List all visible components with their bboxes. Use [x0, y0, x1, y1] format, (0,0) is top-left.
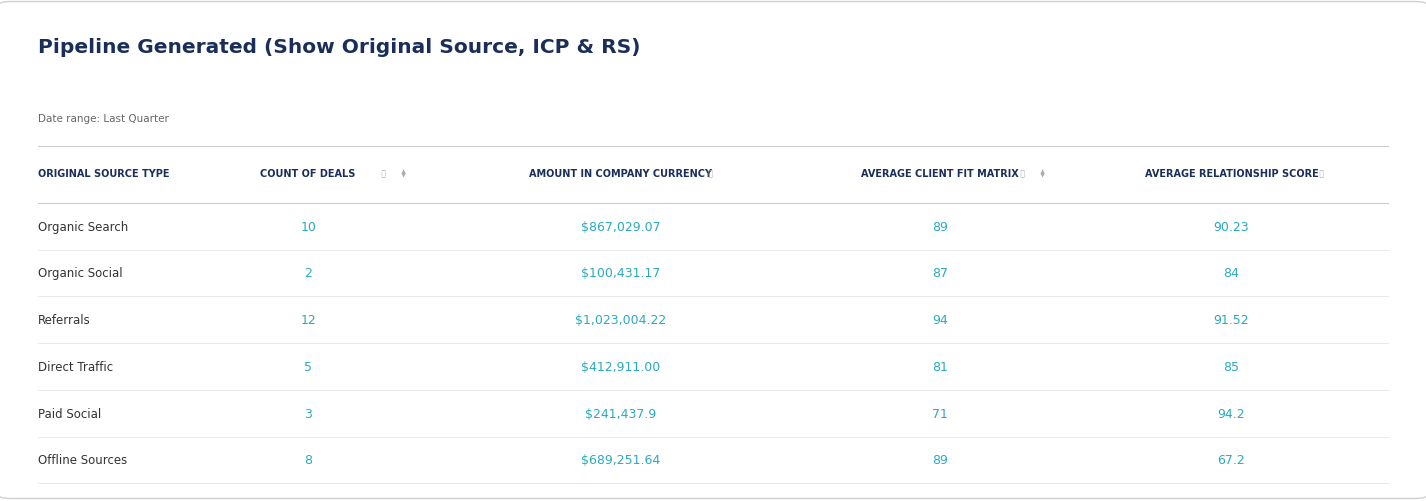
Text: 94: 94: [933, 314, 948, 327]
Text: 85: 85: [1224, 360, 1239, 373]
Text: $241,437.9: $241,437.9: [585, 407, 656, 420]
Text: Offline Sources: Offline Sources: [39, 453, 127, 466]
Text: 2: 2: [304, 267, 312, 280]
Text: 81: 81: [933, 360, 948, 373]
Text: 91.52: 91.52: [1214, 314, 1249, 327]
Text: 10: 10: [301, 220, 317, 233]
Text: $1,023,004.22: $1,023,004.22: [575, 314, 666, 327]
Text: Organic Social: Organic Social: [39, 267, 123, 280]
Text: ▲
  ▼: ▲ ▼: [398, 169, 405, 178]
Text: ▲
  ▼: ▲ ▼: [1037, 169, 1045, 178]
Text: ORIGINAL SOURCE TYPE: ORIGINAL SOURCE TYPE: [39, 169, 170, 179]
Text: Referrals: Referrals: [39, 314, 91, 327]
Text: 71: 71: [933, 407, 948, 420]
Text: $412,911.00: $412,911.00: [580, 360, 660, 373]
Text: 67.2: 67.2: [1218, 453, 1245, 466]
Text: $100,431.17: $100,431.17: [580, 267, 660, 280]
Text: 84: 84: [1224, 267, 1239, 280]
Text: AVERAGE CLIENT FIT MATRIX: AVERAGE CLIENT FIT MATRIX: [861, 169, 1020, 179]
Text: AVERAGE RELATIONSHIP SCORE: AVERAGE RELATIONSHIP SCORE: [1145, 169, 1319, 179]
Text: ⓘ: ⓘ: [379, 169, 386, 178]
Text: 90.23: 90.23: [1214, 220, 1249, 233]
Text: ⓘ: ⓘ: [1316, 169, 1323, 178]
Text: 5: 5: [304, 360, 312, 373]
Text: Date range: Last Quarter: Date range: Last Quarter: [39, 114, 170, 124]
Text: 3: 3: [304, 407, 312, 420]
Text: COUNT OF DEALS: COUNT OF DEALS: [261, 169, 356, 179]
Text: ⓘ: ⓘ: [706, 169, 713, 178]
Text: $867,029.07: $867,029.07: [580, 220, 660, 233]
Text: Organic Search: Organic Search: [39, 220, 128, 233]
Text: 8: 8: [304, 453, 312, 466]
Text: AMOUNT IN COMPANY CURRENCY: AMOUNT IN COMPANY CURRENCY: [529, 169, 712, 179]
Text: 89: 89: [933, 220, 948, 233]
Text: Direct Traffic: Direct Traffic: [39, 360, 114, 373]
Text: 94.2: 94.2: [1218, 407, 1245, 420]
Text: ⓘ: ⓘ: [1018, 169, 1025, 178]
Text: Paid Social: Paid Social: [39, 407, 101, 420]
Text: 87: 87: [933, 267, 948, 280]
Text: 12: 12: [301, 314, 317, 327]
Text: Pipeline Generated (Show Original Source, ICP & RS): Pipeline Generated (Show Original Source…: [39, 38, 640, 57]
Text: 89: 89: [933, 453, 948, 466]
Text: $689,251.64: $689,251.64: [580, 453, 660, 466]
